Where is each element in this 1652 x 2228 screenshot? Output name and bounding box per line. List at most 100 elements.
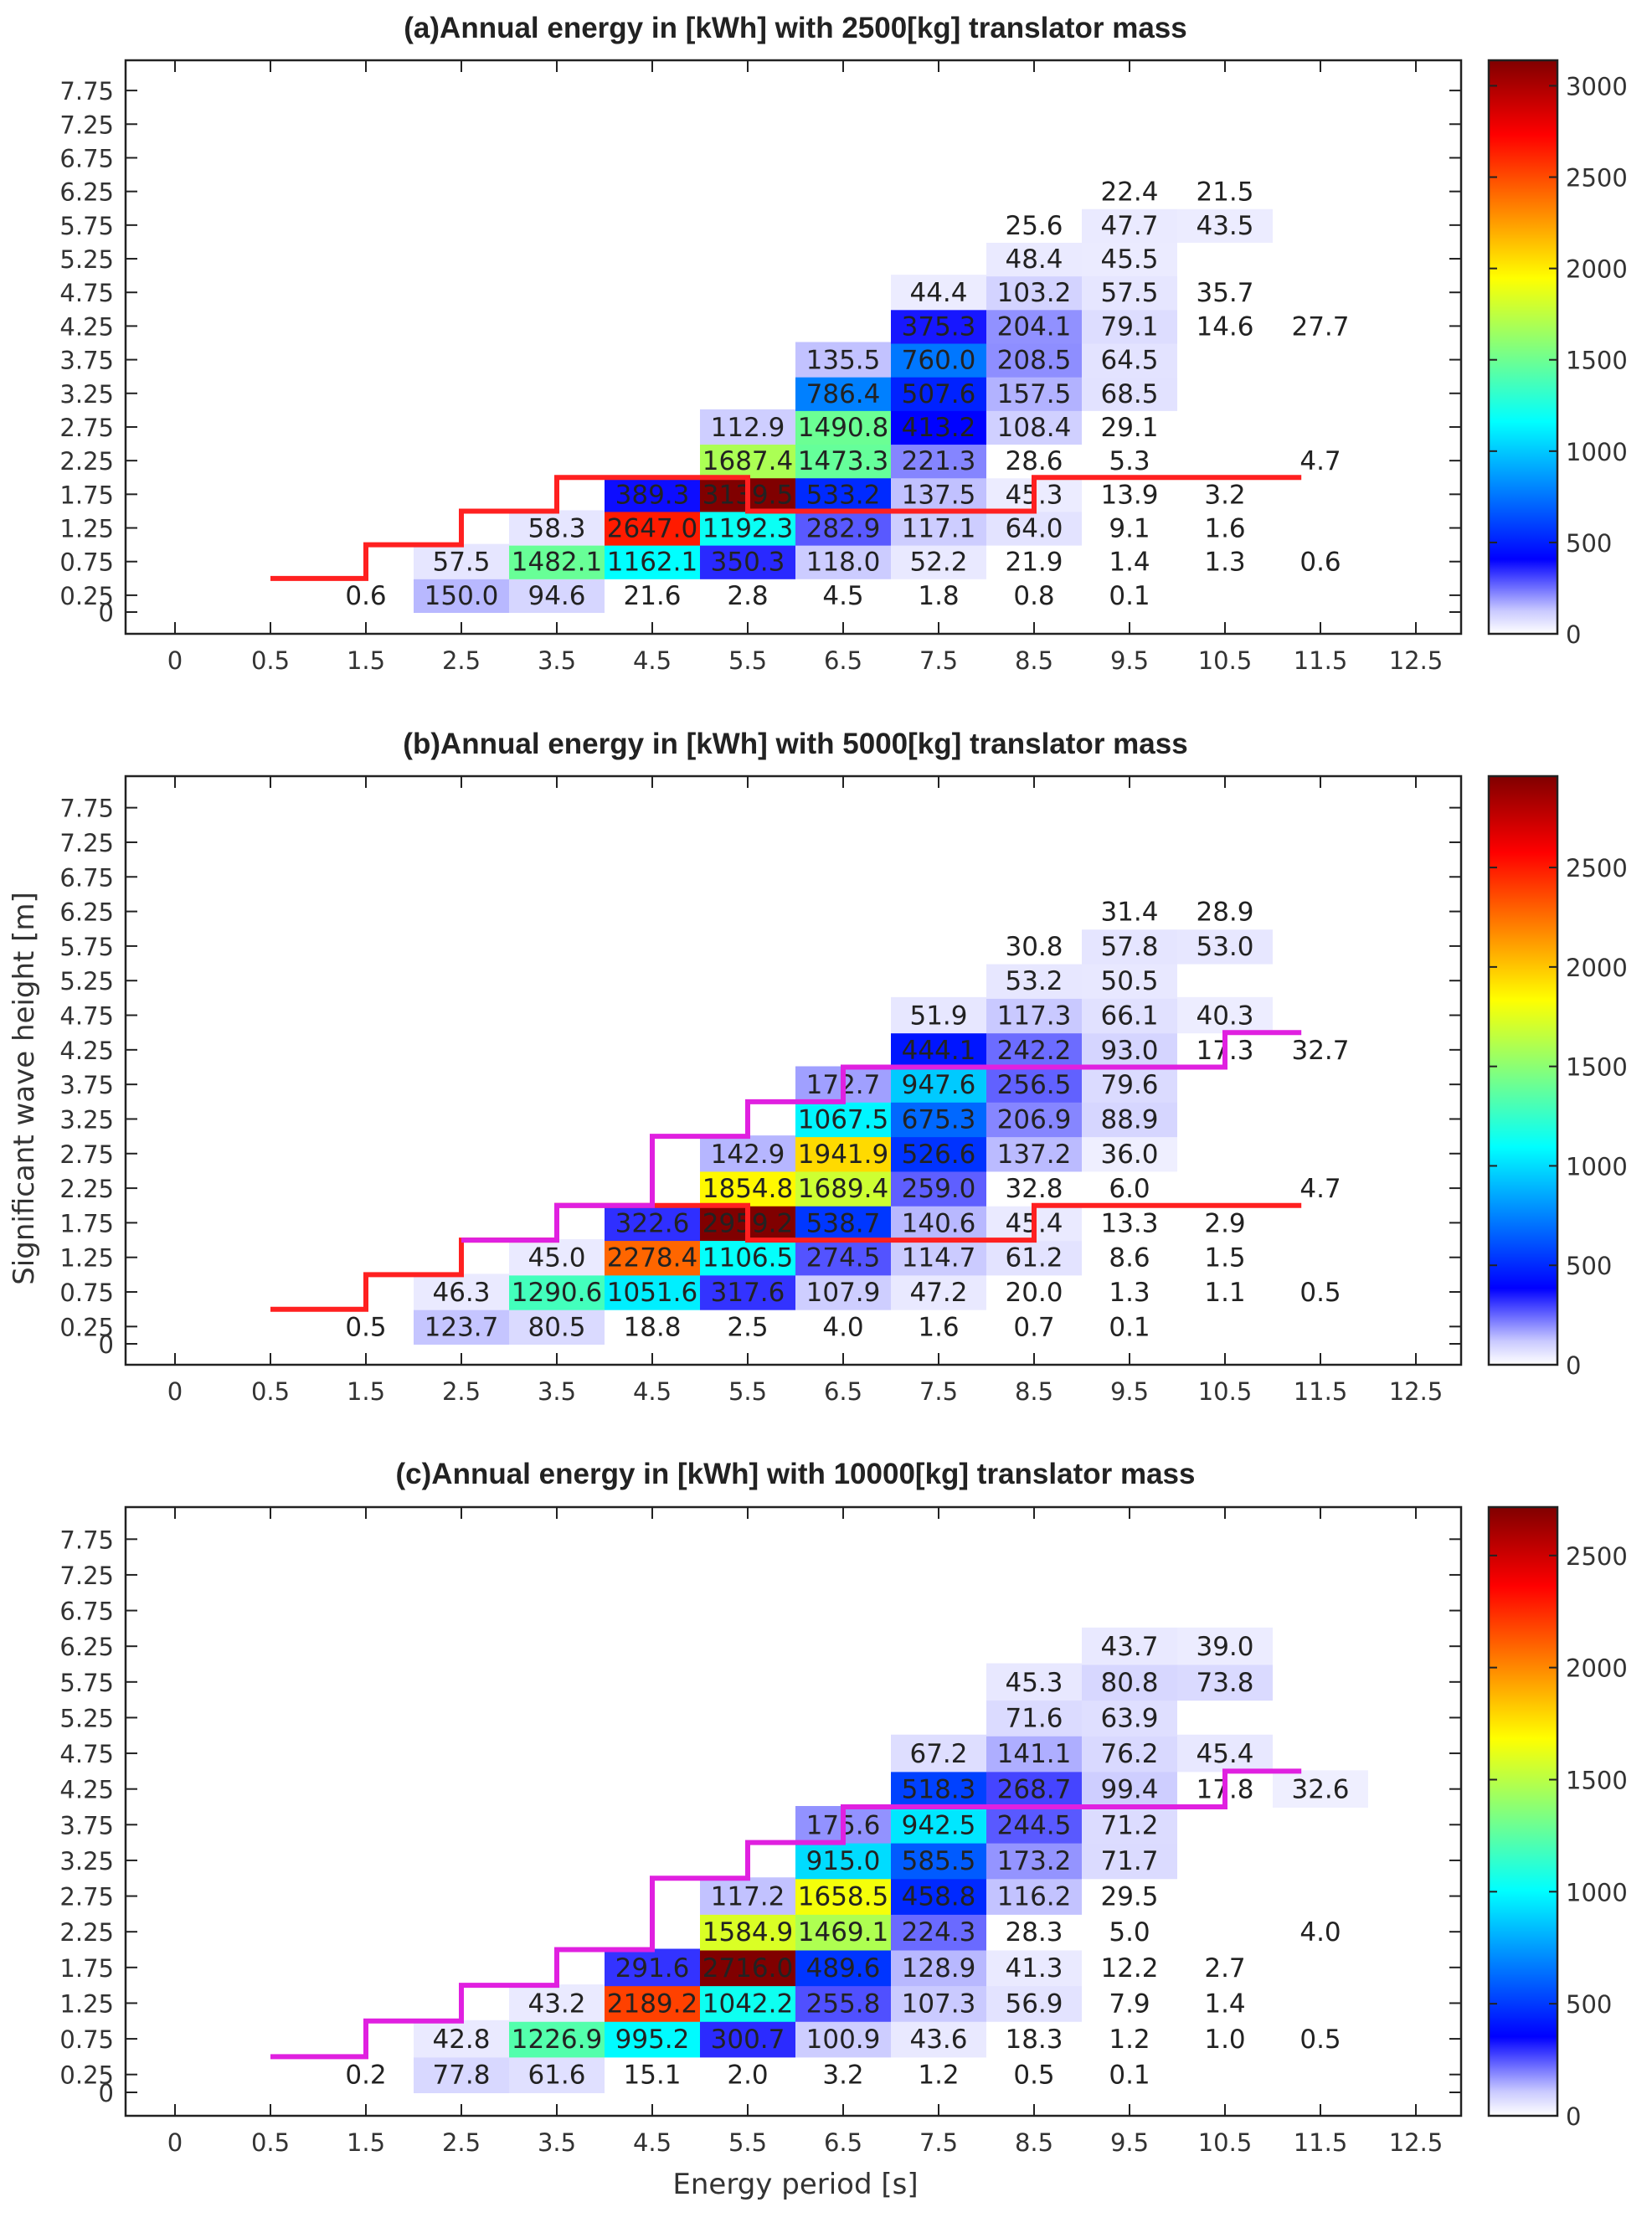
cell-value-label: 995.2 <box>615 2025 690 2055</box>
heatmap-cell <box>1082 1806 1177 1844</box>
cell-value-label: 77.8 <box>432 2061 490 2091</box>
heatmap-cell <box>414 2056 509 2093</box>
x-tick-label: 4.5 <box>633 646 672 675</box>
heatmap-cell <box>1082 1877 1177 1915</box>
cell-value-label: 57.5 <box>432 548 490 578</box>
y-tick-label: 6.75 <box>59 863 114 892</box>
heatmap-cell <box>1177 2020 1273 2058</box>
colorbar-tick-label: 0 <box>1566 1351 1581 1380</box>
heatmap-cell <box>986 1734 1082 1773</box>
cell-value-label: 0.5 <box>345 1312 386 1342</box>
heatmap-cell <box>700 577 795 613</box>
cell-value-label: 28.6 <box>1005 446 1063 476</box>
cell-value-label: 533.2 <box>806 480 881 510</box>
y-tick-label: 0.75 <box>59 548 114 577</box>
heatmap-cell <box>1082 342 1177 378</box>
heatmap-cell <box>1082 1135 1177 1172</box>
cell-value-label: 489.6 <box>806 1953 881 1984</box>
heatmap-cell <box>986 1770 1082 1808</box>
cell-value-label: 274.5 <box>806 1243 881 1274</box>
heatmap-cell <box>1082 409 1177 445</box>
heatmap-cell <box>1082 543 1177 579</box>
cell-value-label: 116.2 <box>997 1882 1072 1912</box>
heatmap-cell <box>986 1948 1082 1987</box>
cell-value-label: 947.6 <box>902 1070 976 1100</box>
x-tick-label: 1.5 <box>347 2128 385 2157</box>
colorbar-tick-label: 0 <box>1566 2102 1581 2131</box>
heatmap-cell <box>700 1274 795 1310</box>
y-tick-label: 6.25 <box>59 898 114 927</box>
cell-value-label: 21.9 <box>1005 548 1063 578</box>
axes-frame <box>124 774 1463 1366</box>
cell-value-label: 94.6 <box>528 581 585 611</box>
heatmap-cell <box>1273 443 1368 479</box>
heatmap-cell <box>605 1274 700 1310</box>
colorbar-tick-label: 1500 <box>1566 1766 1628 1794</box>
cell-value-label: 13.9 <box>1100 480 1158 510</box>
cell-value-label: 107.3 <box>902 1989 976 2019</box>
heatmap-cell <box>1082 928 1177 965</box>
x-tick-label: 0.5 <box>251 2128 290 2157</box>
cell-value-label: 9.1 <box>1109 514 1150 544</box>
cell-value-label: 45.3 <box>1005 1668 1063 1698</box>
cell-value-label: 56.9 <box>1005 1989 1063 2019</box>
heatmap-cell <box>891 1032 986 1068</box>
x-tick-label: 0 <box>167 2128 183 2157</box>
y-tick-label: 5.25 <box>59 245 114 274</box>
colorbar-tick-label: 0 <box>1566 620 1581 649</box>
cell-value-label: 50.5 <box>1100 966 1158 996</box>
heatmap-cell <box>986 996 1082 1034</box>
cell-value-label: 1051.6 <box>607 1278 697 1308</box>
y-tick-label: 3.25 <box>59 1847 114 1876</box>
cell-value-label: 206.9 <box>997 1104 1072 1135</box>
y-tick-label: 5.25 <box>59 1704 114 1732</box>
x-tick-label: 6.5 <box>824 646 862 675</box>
cell-value-label: 1.8 <box>918 581 959 611</box>
y-tick-label: 1.75 <box>59 1209 114 1237</box>
heatmap-cell <box>986 1066 1082 1103</box>
cell-value-label: 0.7 <box>1013 1312 1054 1342</box>
heatmap-cell <box>1177 893 1273 930</box>
heatmap-cell <box>891 1912 986 1951</box>
y-tick-label: 3.25 <box>59 1105 114 1134</box>
heatmap-cell <box>795 1239 891 1276</box>
heatmap-cell <box>509 2056 605 2093</box>
y-tick-label: 7.75 <box>59 795 114 823</box>
cell-value-label: 18.3 <box>1005 2025 1063 2055</box>
heatmap-cell <box>891 342 986 378</box>
y-tick-label: 3.75 <box>59 1811 114 1840</box>
x-tick-label: 10.5 <box>1198 1377 1253 1406</box>
heatmap-cell <box>1082 1032 1177 1068</box>
cell-value-label: 99.4 <box>1100 1775 1158 1805</box>
cell-value-label: 1226.9 <box>512 2025 602 2055</box>
cell-value-label: 1854.8 <box>702 1174 793 1204</box>
cell-value-label: 51.9 <box>909 1001 967 1032</box>
y-tick-label: 3.25 <box>59 380 114 409</box>
heatmap-cell <box>986 375 1082 411</box>
x-tick-label: 8.5 <box>1015 646 1053 675</box>
heatmap-cell <box>891 2020 986 2058</box>
cell-value-label: 71.2 <box>1100 1810 1158 1840</box>
cell-value-label: 375.3 <box>902 311 976 342</box>
cell-value-label: 282.9 <box>806 514 881 544</box>
cell-value-label: 2278.4 <box>607 1243 697 1274</box>
heatmap-cell <box>318 1308 414 1345</box>
x-tick-label: 11.5 <box>1294 646 1348 675</box>
cell-value-label: 13.3 <box>1100 1208 1158 1238</box>
cell-value-label: 107.9 <box>806 1278 881 1308</box>
cell-value-label: 1.0 <box>1204 2025 1245 2055</box>
cell-value-label: 221.3 <box>902 446 976 476</box>
cell-value-label: 71.6 <box>1005 1703 1063 1733</box>
y-tick-label: 0.25 <box>59 1313 114 1341</box>
heatmap-cell <box>1177 1948 1273 1987</box>
y-tick-label: 4.25 <box>59 1776 114 1804</box>
heatmap-cell <box>795 1948 891 1987</box>
heatmap-cell <box>1082 1308 1177 1345</box>
cell-value-label: 3.2 <box>1204 480 1245 510</box>
heatmap-cell <box>700 409 795 445</box>
x-tick-label: 6.5 <box>824 2128 862 2157</box>
x-tick-label: 3.5 <box>538 646 576 675</box>
y-tick-label: 6.25 <box>59 1633 114 1661</box>
heatmap-cell <box>1177 1734 1273 1773</box>
